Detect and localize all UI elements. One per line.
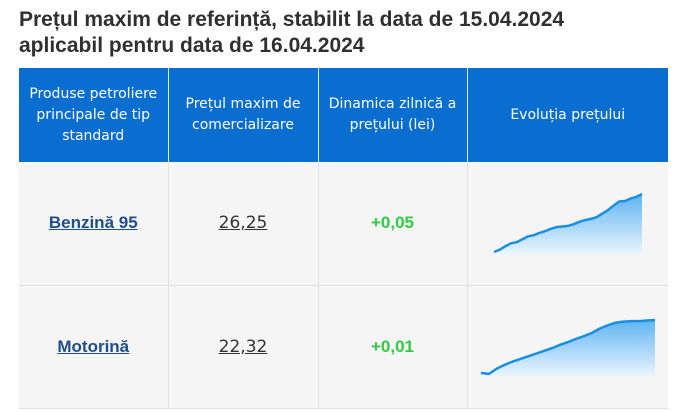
price-table: Produse petroliere principale de tip sta… [19,68,668,409]
sparkline-area [480,319,655,376]
table-row: Benzină 95 26,25 +0,05 [19,162,668,286]
price-value[interactable]: 26,25 [218,213,268,234]
title-line-2: aplicabil pentru data de 16.04.2024 [19,34,365,57]
header-price-evolution: Evoluția prețului [467,68,668,162]
sparkline-area [493,194,642,255]
product-link-benzina-95[interactable]: Benzină 95 [48,213,138,233]
sparkline-line [493,193,643,254]
header-daily-change: Dinamica zilnică a prețului (lei) [318,68,468,162]
table-row: Motorină 22,32 +0,01 [19,285,668,409]
trend-cell [467,285,668,409]
change-cell: +0,05 [318,162,468,286]
sparkline-line [480,318,655,375]
daily-change-value: +0,01 [370,336,414,356]
change-cell: +0,01 [318,285,468,409]
daily-change-value: +0,05 [370,213,414,233]
table-header-row: Produse petroliere principale de tip sta… [19,68,668,162]
price-trend-sparkline [480,318,655,376]
page-title: Prețul maxim de referință, stabilit la d… [19,7,679,59]
title-line-1: Prețul maxim de referință, stabilit la d… [19,8,565,31]
price-cell: 26,25 [168,162,319,286]
header-products: Produse petroliere principale de tip sta… [19,68,169,162]
product-link-motorina[interactable]: Motorină [57,336,130,356]
price-trend-sparkline [493,193,643,255]
product-cell: Benzină 95 [19,162,169,286]
price-value[interactable]: 22,32 [218,336,268,357]
header-max-price: Prețul maxim de comercializare [168,68,319,162]
trend-cell [467,162,668,286]
price-cell: 22,32 [168,285,319,409]
product-cell: Motorină [19,285,169,409]
